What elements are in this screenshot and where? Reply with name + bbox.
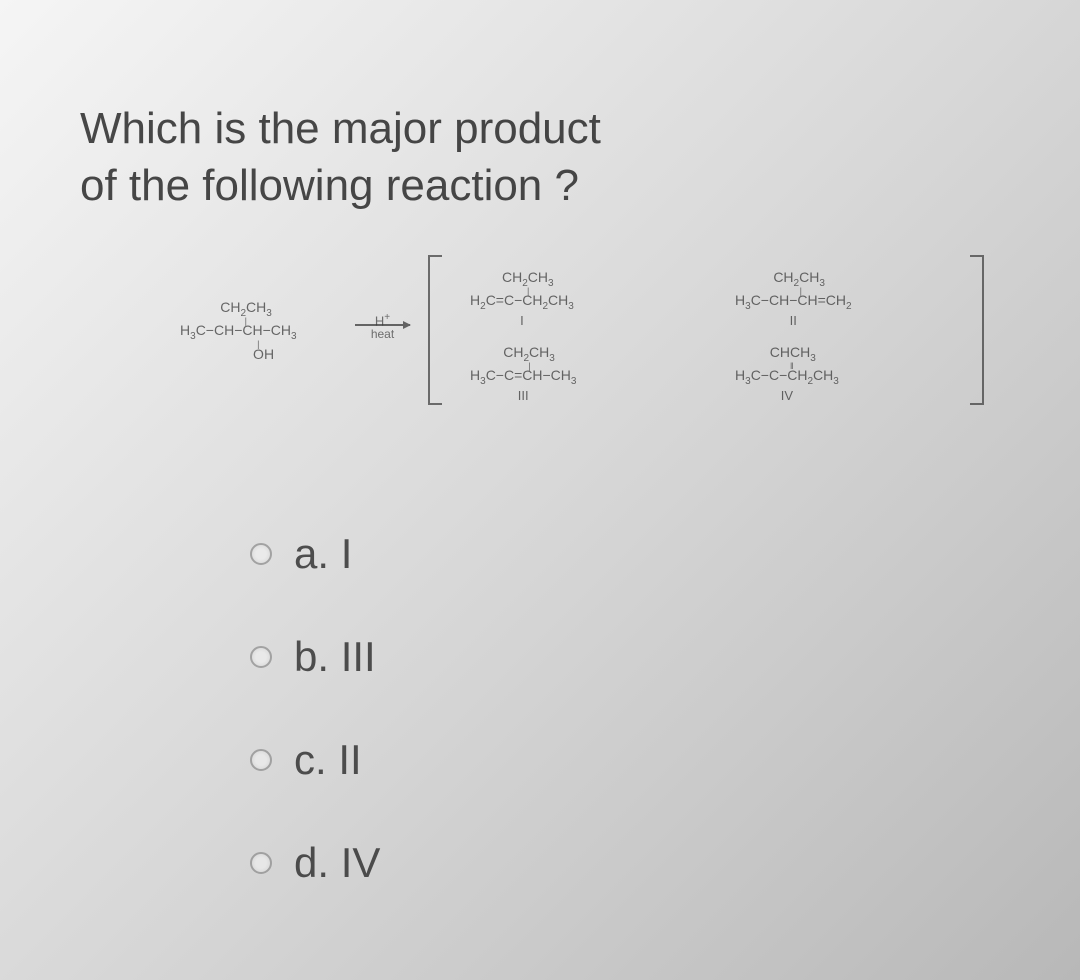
option-d-label: d. IV [294,839,380,887]
option-c[interactable]: c. II [250,736,380,784]
radio-a[interactable] [250,543,272,565]
option-a-label: a. I [294,530,352,578]
reactant-bottom: OH [180,347,297,362]
arrow-under-text: heat [355,327,410,341]
arrow-line [355,324,410,326]
p4-label: IV [735,389,839,403]
question-line-2: of the following reaction ? [80,157,1020,214]
p2-label: II [735,314,852,328]
p1-label: I [470,314,574,328]
option-b[interactable]: b. III [250,633,380,681]
product-1: CH2CH3 | H2C=C−CH2CH3 I [470,270,574,328]
option-c-label: c. II [294,736,362,784]
bracket-left [428,255,442,405]
product-4: CHCH3 ‖ H3C−C−CH2CH3 IV [735,345,839,403]
product-3: CH2CH3 | H3C−C=CH−CH3 III [470,345,576,403]
radio-b[interactable] [250,646,272,668]
p3-mid: H3C−C=CH−CH3 [470,368,576,387]
p4-mid: H3C−C−CH2CH3 [735,368,839,387]
page-container: Which is the major product of the follow… [0,0,1080,980]
reaction-figure: CH2CH3 | H3C−CH−CH−CH3 | OH H+ heat CH2C… [180,250,1020,430]
question-block: Which is the major product of the follow… [80,100,1020,214]
option-d[interactable]: d. IV [250,839,380,887]
p3-label: III [470,389,576,403]
p2-mid: H3C−CH−CH=CH2 [735,293,852,312]
p1-mid: H2C=C−CH2CH3 [470,293,574,312]
options-list: a. I b. III c. II d. IV [250,530,380,942]
radio-d[interactable] [250,852,272,874]
product-2: CH2CH3 | H3C−CH−CH=CH2 II [735,270,852,328]
reactant-structure: CH2CH3 | H3C−CH−CH−CH3 | OH [180,300,297,362]
option-b-label: b. III [294,633,376,681]
radio-c[interactable] [250,749,272,771]
question-line-1: Which is the major product [80,100,1020,157]
option-a[interactable]: a. I [250,530,380,578]
bracket-right [970,255,984,405]
reaction-arrow: H+ heat [355,312,410,341]
